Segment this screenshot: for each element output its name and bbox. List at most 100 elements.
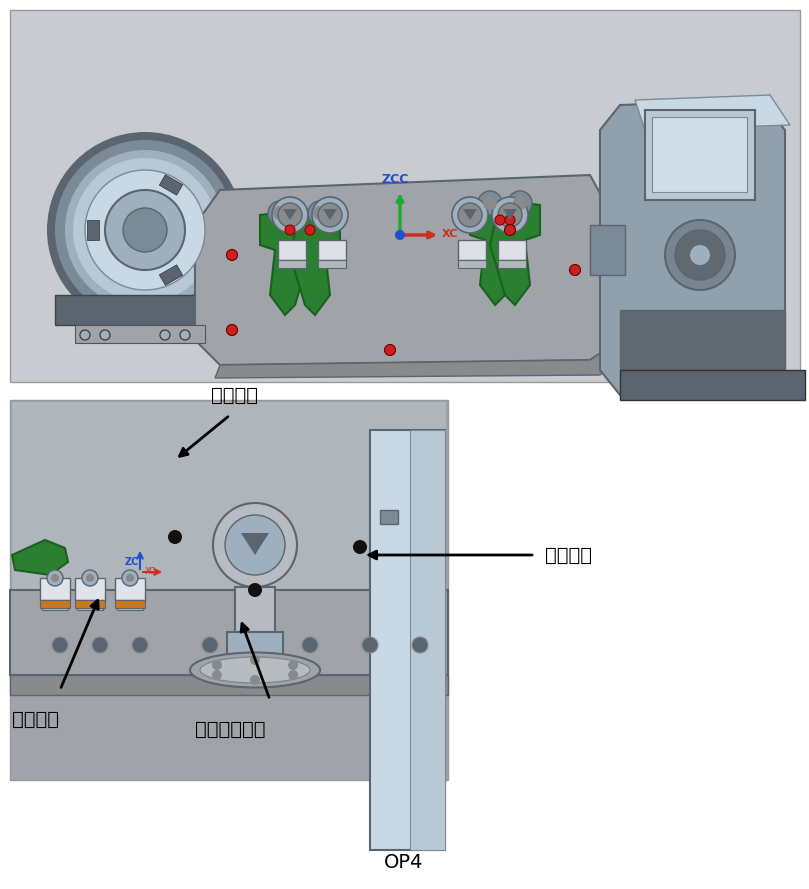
Circle shape <box>180 330 190 340</box>
Circle shape <box>268 201 292 225</box>
Polygon shape <box>470 200 520 305</box>
Circle shape <box>47 570 63 586</box>
Text: ZC: ZC <box>125 557 139 567</box>
Bar <box>645 110 755 200</box>
Bar <box>159 265 183 285</box>
Bar <box>55 295 230 325</box>
Circle shape <box>492 197 528 233</box>
Bar <box>498 260 526 268</box>
Circle shape <box>100 330 110 340</box>
Circle shape <box>252 637 268 653</box>
Bar <box>10 400 448 780</box>
Circle shape <box>452 197 488 233</box>
Circle shape <box>458 203 482 227</box>
Bar <box>278 240 306 260</box>
Polygon shape <box>463 209 477 220</box>
Text: 四轴桥板: 四轴桥板 <box>211 386 259 405</box>
Bar <box>318 240 346 260</box>
Bar <box>115 600 145 608</box>
Circle shape <box>362 637 378 653</box>
Circle shape <box>213 503 297 587</box>
Circle shape <box>308 201 332 225</box>
Text: 液压压紧装置: 液压压紧装置 <box>195 720 265 739</box>
Circle shape <box>483 196 497 210</box>
Circle shape <box>288 660 298 670</box>
Circle shape <box>225 515 285 575</box>
Circle shape <box>105 190 185 270</box>
Polygon shape <box>323 209 337 220</box>
Bar <box>87 220 99 240</box>
Bar <box>40 600 70 608</box>
Circle shape <box>123 208 167 252</box>
Bar <box>77 600 103 610</box>
Bar <box>620 370 805 400</box>
Bar <box>278 260 306 268</box>
Bar <box>590 225 625 275</box>
Circle shape <box>92 637 108 653</box>
Bar <box>227 632 283 660</box>
Circle shape <box>47 132 243 328</box>
Circle shape <box>288 670 298 680</box>
Circle shape <box>505 225 515 236</box>
Text: 定位装置: 定位装置 <box>545 546 592 565</box>
Bar <box>115 578 145 600</box>
Circle shape <box>168 530 182 544</box>
Text: ZCC: ZCC <box>382 173 409 186</box>
Text: 辅助支撑: 辅助支撑 <box>12 710 59 729</box>
Circle shape <box>250 675 260 685</box>
Circle shape <box>86 574 94 582</box>
Bar <box>10 675 448 695</box>
Circle shape <box>212 670 222 680</box>
Polygon shape <box>260 210 310 315</box>
Bar <box>410 430 445 850</box>
Bar <box>370 430 445 850</box>
Bar <box>235 587 275 632</box>
Circle shape <box>508 191 532 215</box>
Bar <box>75 578 105 600</box>
Circle shape <box>126 574 134 582</box>
Circle shape <box>73 158 217 302</box>
Circle shape <box>122 570 138 586</box>
Ellipse shape <box>200 657 310 683</box>
Bar <box>75 325 205 343</box>
Circle shape <box>513 196 527 210</box>
Polygon shape <box>635 95 790 130</box>
Bar <box>117 600 143 610</box>
Bar <box>620 310 785 370</box>
Circle shape <box>412 637 428 653</box>
Bar <box>10 590 448 675</box>
Bar <box>458 260 486 268</box>
Circle shape <box>80 330 90 340</box>
Circle shape <box>160 330 170 340</box>
Circle shape <box>272 197 308 233</box>
Bar <box>75 600 105 608</box>
Bar <box>40 578 70 600</box>
Circle shape <box>318 203 342 227</box>
Circle shape <box>395 230 405 240</box>
Circle shape <box>353 540 367 554</box>
Circle shape <box>278 203 302 227</box>
Polygon shape <box>283 209 297 220</box>
Polygon shape <box>195 175 620 365</box>
Circle shape <box>202 637 218 653</box>
Polygon shape <box>12 540 68 575</box>
Polygon shape <box>490 200 540 305</box>
Circle shape <box>65 150 225 310</box>
Circle shape <box>55 140 235 320</box>
Circle shape <box>302 637 318 653</box>
Circle shape <box>248 583 262 597</box>
Circle shape <box>675 230 725 280</box>
Polygon shape <box>215 340 630 378</box>
Ellipse shape <box>190 653 320 687</box>
Bar <box>318 260 346 268</box>
Circle shape <box>227 250 238 260</box>
Circle shape <box>495 215 505 225</box>
Circle shape <box>132 637 148 653</box>
Circle shape <box>51 574 59 582</box>
Circle shape <box>478 191 502 215</box>
Circle shape <box>250 655 260 665</box>
Bar <box>159 175 183 196</box>
Bar <box>10 10 800 382</box>
Circle shape <box>570 265 581 276</box>
Polygon shape <box>290 210 340 315</box>
